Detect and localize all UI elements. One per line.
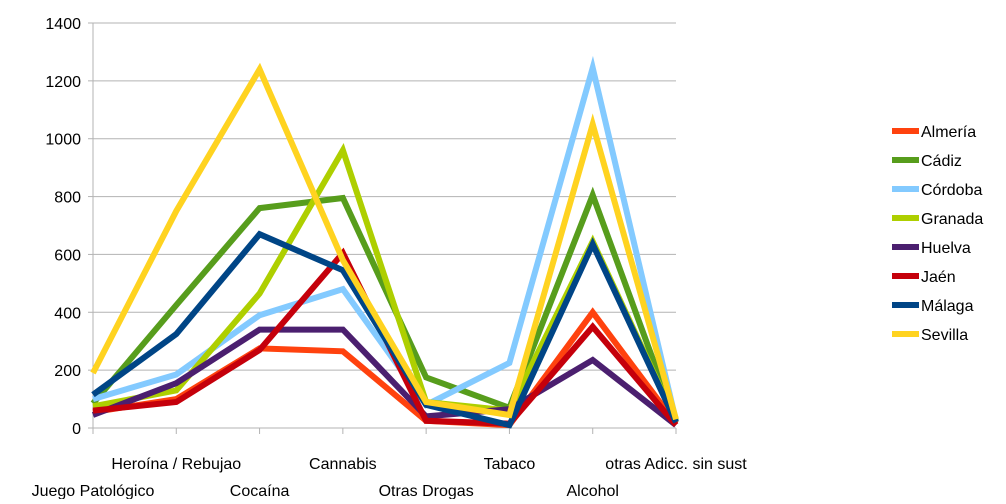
x-tick-label: Cocaína xyxy=(230,483,290,499)
legend-swatch xyxy=(892,244,919,250)
series-line-sevilla xyxy=(90,62,679,421)
x-tick-label: Tabaco xyxy=(484,456,536,473)
x-tick-label: otras Adicc. sin sust xyxy=(605,456,747,473)
y-tick-label: 200 xyxy=(54,363,81,380)
x-tick-label: Alcohol xyxy=(566,483,618,499)
series-line-huelva xyxy=(91,326,678,428)
legend-label: Almería xyxy=(921,124,976,141)
series-lines xyxy=(90,55,679,429)
legend-label: Cádiz xyxy=(921,153,962,170)
series-line-málaga xyxy=(91,230,679,429)
legend-swatch xyxy=(892,157,919,163)
legend-label: Huelva xyxy=(921,240,971,257)
y-tick-label: 400 xyxy=(54,305,81,322)
series-line-cádiz xyxy=(90,186,679,424)
legend-label: Jaén xyxy=(921,269,956,286)
axes xyxy=(88,22,677,434)
legend-swatch xyxy=(892,186,919,192)
legend-label: Sevilla xyxy=(921,327,968,344)
y-tick-label: 1000 xyxy=(45,132,81,149)
legend-label: Granada xyxy=(921,211,983,228)
y-tick-label: 1200 xyxy=(45,74,81,91)
series-line-córdoba xyxy=(92,55,679,422)
legend-swatch xyxy=(892,302,919,308)
legend: Almería Cádiz Córdoba Granada Huelva Jaén Mála… xyxy=(892,124,983,344)
legend-swatch xyxy=(892,128,919,134)
legend-label: Córdoba xyxy=(921,182,982,199)
x-tick-label: Juego Patológico xyxy=(32,483,155,499)
y-tick-label: 0 xyxy=(72,421,81,438)
y-tick-label: 600 xyxy=(54,247,81,264)
legend-swatch xyxy=(892,273,919,279)
x-tick-label: Otras Drogas xyxy=(379,483,474,499)
x-tick-label: Heroína / Rebujao xyxy=(111,456,241,473)
y-tick-label: 800 xyxy=(54,190,81,207)
x-tick-label: Cannabis xyxy=(309,456,377,473)
legend-label: Málaga xyxy=(921,298,974,315)
legend-swatch xyxy=(892,331,919,337)
y-tick-label: 1400 xyxy=(45,16,81,33)
legend-swatch xyxy=(892,215,919,221)
tick-labels: 0 200 400 600 800 1000 1200 1400 Juego Patológic… xyxy=(32,16,748,500)
